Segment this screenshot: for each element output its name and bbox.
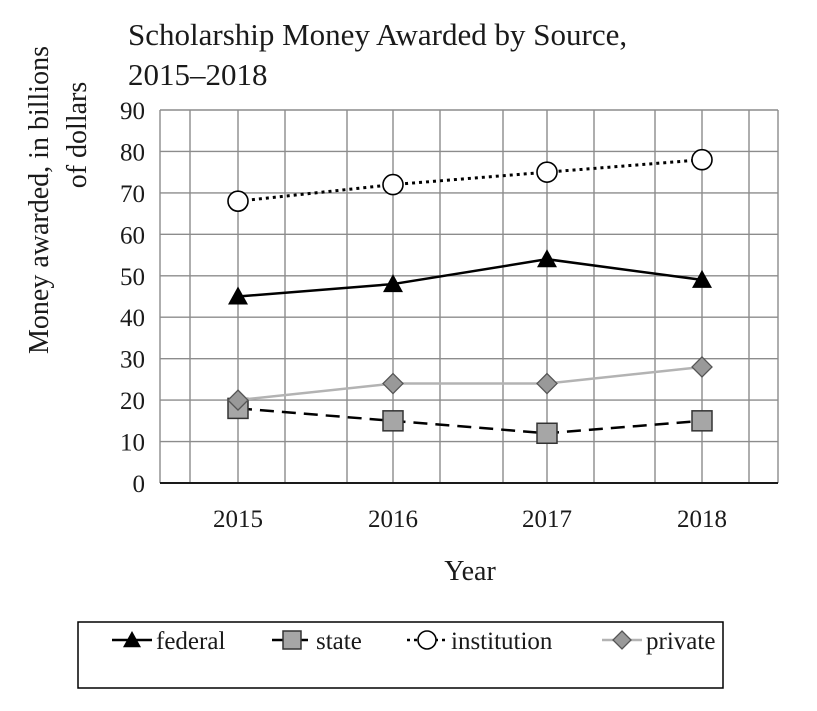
point-institution-2016 (382, 173, 404, 196)
legend-label-institution: institution (451, 628, 553, 655)
point-federal-2018 (692, 269, 712, 288)
y-tick-label-9: 90 (120, 98, 145, 125)
series-institution (227, 148, 713, 212)
y-tick-label-7: 70 (120, 181, 145, 208)
y-axis-label-line-1: Money awarded, in billions (24, 46, 55, 354)
point-private-2018 (691, 356, 713, 378)
point-state-2017 (536, 422, 558, 445)
series-federal (228, 249, 712, 305)
legend-marker-state (282, 630, 302, 650)
y-tick-labels: 0 10 20 30 40 50 60 70 80 90 (120, 98, 145, 498)
series-line-institution (237, 158, 703, 203)
legend-label-federal: federal (156, 628, 225, 655)
y-tick-label-3: 30 (120, 347, 145, 374)
point-institution-2018 (691, 148, 713, 171)
legend-item-federal: federal (112, 628, 225, 655)
point-institution-2015 (227, 190, 249, 212)
point-federal-2015 (228, 286, 248, 305)
legend-box (77, 621, 724, 689)
point-private-2015 (227, 389, 249, 412)
x-axis-label: Year (444, 556, 496, 587)
point-state-2016 (382, 410, 404, 432)
x-tick-labels: 2015 2016 2017 2018 (213, 506, 727, 533)
legend-marker-institution (417, 630, 437, 650)
y-tick-label-6: 60 (120, 222, 145, 249)
point-institution-2017 (536, 161, 558, 183)
legend-label-private: private (646, 628, 715, 655)
legend-label-state: state (316, 628, 362, 655)
legend-item-private: private (602, 628, 715, 655)
y-tick-label-1: 10 (120, 430, 145, 457)
y-tick-label-5: 50 (120, 264, 145, 291)
point-state-2018 (691, 410, 713, 432)
legend-item-state: state (272, 628, 362, 655)
legend-item-institution: institution (407, 628, 553, 655)
x-tick-label-1: 2016 (368, 506, 418, 533)
series-state (227, 397, 713, 445)
y-tick-label-2: 20 (120, 388, 145, 415)
y-tick-label-0: 0 (133, 471, 146, 498)
series-line-federal (237, 257, 703, 298)
point-private-2016 (382, 372, 404, 395)
point-federal-2017 (537, 249, 557, 268)
point-private-2017 (536, 372, 558, 395)
x-tick-label-2: 2017 (522, 506, 572, 533)
legend-marker-private (612, 630, 632, 650)
series-line-state (237, 407, 703, 435)
y-tick-label-8: 80 (120, 139, 145, 166)
x-tick-label-0: 2015 (213, 506, 263, 533)
y-axis-label: Money awarded, in billions of dollars (24, 46, 93, 354)
y-tick-label-4: 40 (120, 305, 145, 332)
y-axis-label-line-2: of dollars (62, 82, 93, 189)
chart-title-line-2: 2015–2018 (128, 57, 268, 92)
chart-title-line-1: Scholarship Money Awarded by Source, (128, 17, 627, 52)
point-federal-2016 (383, 274, 403, 293)
x-tick-label-3: 2018 (677, 506, 727, 533)
legend-marker-federal (123, 631, 141, 648)
legend: federal state institution private (112, 628, 715, 655)
series-line-private (237, 365, 703, 402)
series-layer (227, 148, 713, 445)
series-private (227, 356, 713, 412)
